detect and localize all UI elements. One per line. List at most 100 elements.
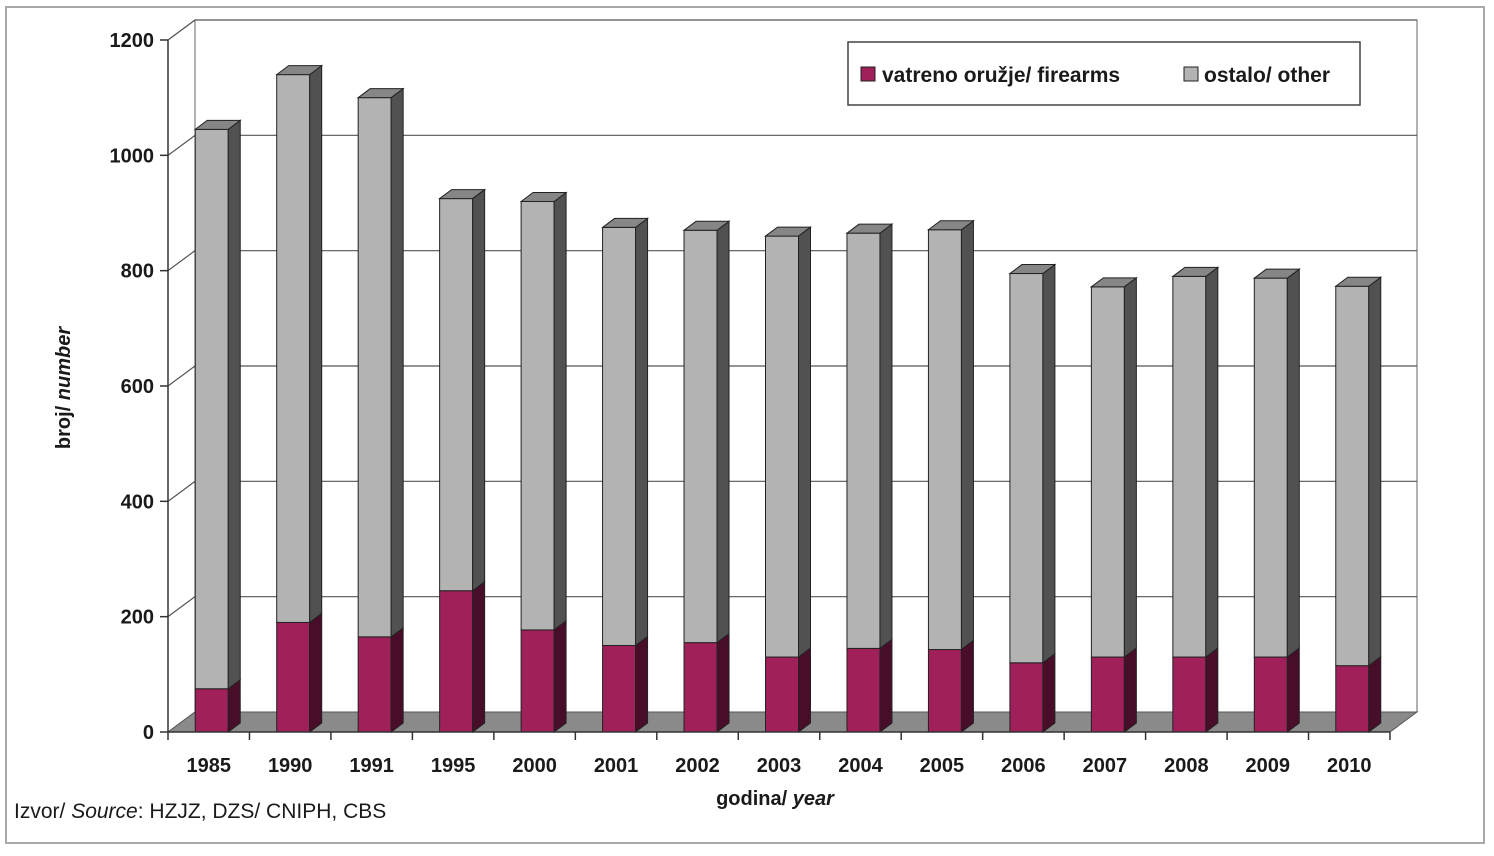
bar-segment-other-2009 bbox=[1252, 268, 1301, 659]
y-axis-label: broj/ number bbox=[53, 326, 75, 449]
bar-stack-2000 bbox=[519, 191, 568, 733]
bar-front bbox=[1090, 656, 1125, 733]
bar-side bbox=[716, 632, 730, 733]
bar-side bbox=[960, 639, 974, 733]
bar-front bbox=[439, 198, 474, 592]
x-tick-label: 1995 bbox=[431, 755, 476, 777]
bar-side bbox=[716, 220, 730, 644]
bar-front bbox=[846, 647, 881, 733]
bar-segment-firearms-2010 bbox=[1335, 655, 1382, 733]
bars bbox=[193, 64, 1383, 733]
y-tick-label: 0 bbox=[143, 722, 154, 744]
y-tick-label: 200 bbox=[121, 607, 154, 629]
bar-front bbox=[927, 649, 962, 733]
bar-front bbox=[1009, 273, 1044, 664]
x-tick-label: 2009 bbox=[1246, 755, 1291, 777]
bar-front bbox=[765, 235, 799, 658]
bar-side bbox=[798, 647, 811, 733]
bar-front bbox=[1335, 665, 1370, 733]
bar-front bbox=[357, 97, 392, 638]
bar-top bbox=[1171, 266, 1220, 277]
bar-stack-2006 bbox=[1008, 263, 1057, 733]
bar-top bbox=[1252, 268, 1301, 279]
legend-label-firearms: vatreno oružje/ firearms bbox=[882, 64, 1120, 87]
bar-segment-other-1991 bbox=[356, 87, 405, 638]
bar-segment-firearms-2003 bbox=[765, 647, 811, 733]
bar-top bbox=[926, 220, 975, 231]
gridline-side bbox=[167, 365, 196, 387]
bar-top bbox=[682, 220, 731, 231]
bar-side bbox=[390, 87, 404, 638]
bar-side bbox=[1286, 647, 1300, 733]
legend: vatreno oružje/ firearms ostalo/ other bbox=[847, 41, 1361, 106]
bar-side bbox=[309, 612, 323, 733]
y-tick-label: 400 bbox=[121, 491, 154, 513]
bar-segment-other-2004 bbox=[845, 223, 894, 650]
source-note: Izvor/ Source: HZJZ, DZS/ CNIPH, CBS bbox=[14, 800, 386, 823]
y-tick-label: 600 bbox=[121, 376, 154, 398]
bar-side bbox=[960, 219, 974, 651]
bar-top bbox=[1008, 264, 1057, 275]
x-tick-label: 1985 bbox=[186, 755, 231, 777]
bar-side bbox=[472, 188, 486, 592]
bar-stack-2003 bbox=[764, 226, 812, 733]
bar-front bbox=[1172, 656, 1207, 733]
x-tick-label: 2006 bbox=[1001, 755, 1046, 777]
bar-segment-other-2010 bbox=[1334, 276, 1383, 667]
bar-front bbox=[1253, 656, 1288, 733]
bar-top bbox=[519, 191, 568, 202]
bar-front bbox=[1335, 285, 1370, 667]
bar-front bbox=[276, 621, 311, 733]
bar-segment-firearms-2009 bbox=[1253, 647, 1300, 733]
x-tick-label: 2004 bbox=[838, 755, 883, 777]
bar-side bbox=[553, 191, 567, 631]
bar-stack-1995 bbox=[438, 188, 487, 733]
bar-front bbox=[1009, 662, 1044, 733]
bar-segment-firearms-2001 bbox=[602, 635, 649, 733]
bar-front bbox=[1090, 286, 1125, 658]
bar-stack-2009 bbox=[1252, 268, 1301, 733]
x-tick-label: 2000 bbox=[512, 755, 557, 777]
bar-segment-other-2005 bbox=[926, 219, 975, 651]
bar-segment-firearms-1991 bbox=[357, 626, 404, 733]
bar-segment-other-1990 bbox=[275, 64, 324, 624]
y-axis: 0 200 400 600 800 1000 1200 bbox=[110, 30, 169, 744]
bar-segment-other-2007 bbox=[1089, 276, 1138, 659]
x-tick-label: 1990 bbox=[268, 755, 313, 777]
bar-side bbox=[472, 580, 486, 733]
bar-side bbox=[1123, 647, 1137, 733]
bar-front bbox=[439, 590, 474, 733]
bar-segment-other-1995 bbox=[438, 188, 487, 592]
bar-stack-2002 bbox=[682, 220, 731, 733]
bar-side bbox=[879, 223, 893, 650]
x-axis: 1985 1990 1991 1995 2000 2001 2002 2003 2004 2005… bbox=[167, 731, 1391, 777]
bar-side bbox=[635, 635, 649, 733]
x-tick-label: 2003 bbox=[757, 755, 802, 777]
bar-segment-firearms-2006 bbox=[1009, 652, 1056, 733]
gridline-side bbox=[167, 19, 196, 41]
x-tick-label: 2010 bbox=[1327, 755, 1372, 777]
gridline-side bbox=[167, 250, 196, 272]
gridline-side bbox=[167, 596, 196, 618]
bar-side bbox=[798, 226, 811, 659]
bar-top bbox=[193, 119, 242, 130]
bar-segment-firearms-2005 bbox=[927, 639, 974, 733]
bar-front bbox=[602, 645, 637, 733]
bar-side bbox=[879, 638, 893, 733]
gridline-side bbox=[167, 134, 196, 156]
legend-label-other: ostalo/ other bbox=[1204, 64, 1330, 87]
x-axis-label: godina/ year bbox=[716, 788, 835, 810]
bar-stack-2010 bbox=[1334, 276, 1383, 733]
bar-segment-other-2002 bbox=[682, 220, 731, 644]
bar-segment-firearms-1995 bbox=[439, 580, 486, 733]
bar-segment-other-2003 bbox=[764, 226, 812, 659]
bar-stack-1991 bbox=[356, 87, 405, 733]
bar-front bbox=[1172, 275, 1207, 658]
x-tick-label: 2007 bbox=[1083, 755, 1128, 777]
bar-top bbox=[275, 65, 324, 76]
bar-side bbox=[635, 217, 649, 647]
bar-segment-other-1985 bbox=[193, 119, 242, 690]
bar-segment-firearms-2007 bbox=[1090, 647, 1137, 733]
bar-side bbox=[553, 619, 567, 733]
